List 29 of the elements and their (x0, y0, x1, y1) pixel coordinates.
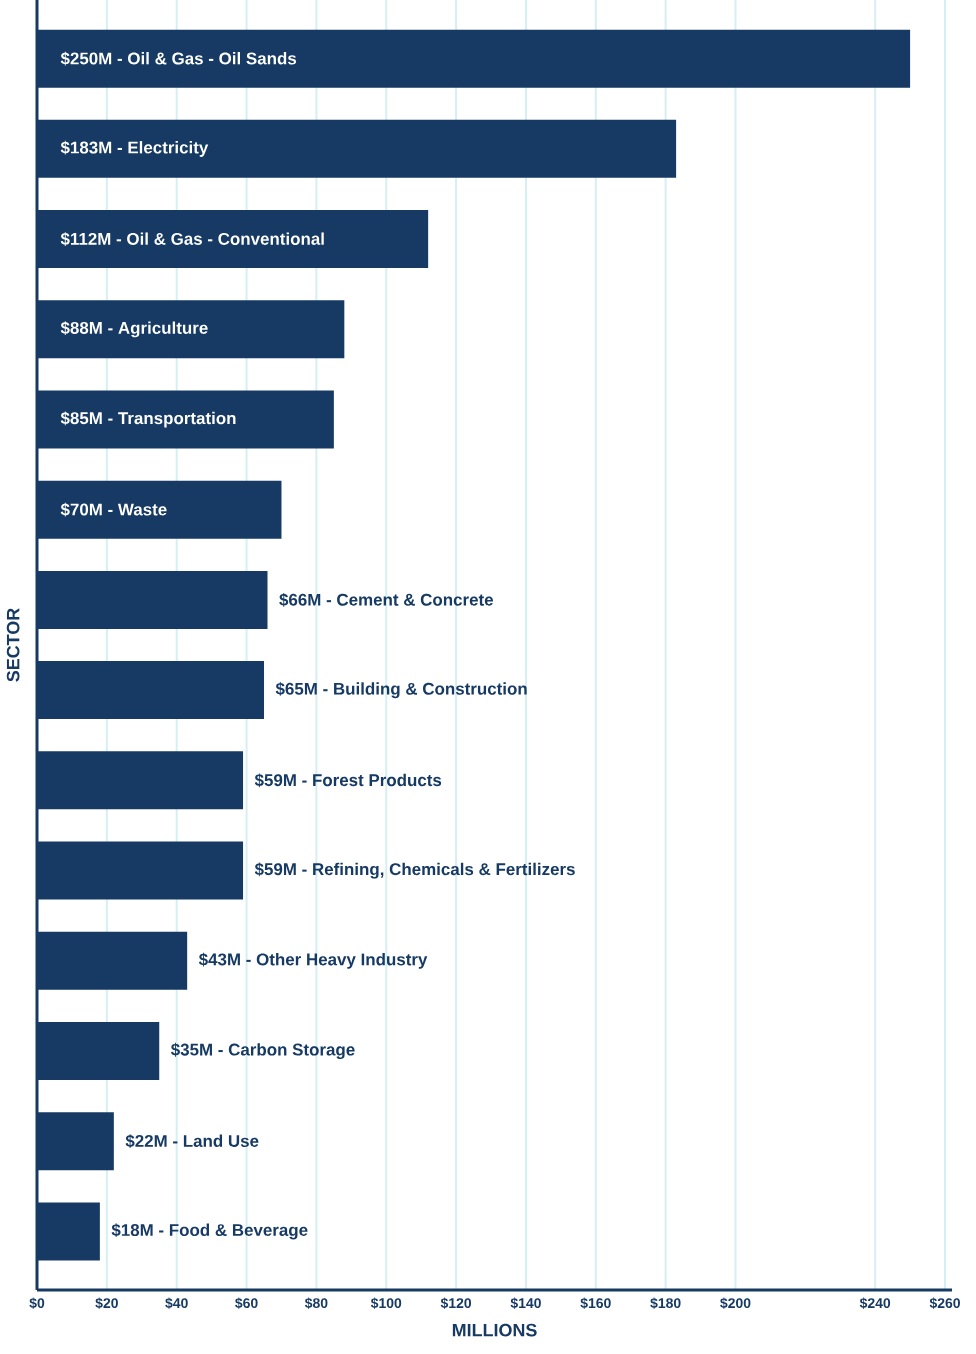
y-tick-label: $183M - Electricity (60, 140, 209, 157)
x-tick-label: $140 (510, 1297, 541, 1309)
x-tick-label: $20 (95, 1297, 118, 1309)
y-tick-label: $70M - Waste (60, 502, 167, 517)
y-tick-label: $43M - Other Heavy Industry (198, 952, 428, 969)
y-tick-label: $65M - Building & Construction (275, 682, 527, 699)
x-tick-label: $100 (370, 1297, 402, 1309)
x-tick-label: $60 (235, 1297, 258, 1309)
y-tick-label: $112M - Oil & Gas - Conventional (60, 232, 324, 246)
y-tick-label: $66M - Cement & Concrete (279, 592, 493, 607)
x-axis-title: MILLIONS (452, 1323, 537, 1337)
x-tick-label: $200 (720, 1297, 751, 1309)
y-tick-label: $35M - Carbon Storage (170, 1042, 355, 1060)
x-tick-label: $40 (165, 1297, 188, 1309)
x-tick-label: $80 (304, 1297, 328, 1309)
x-tick-label: $180 (650, 1297, 681, 1309)
x-tick-label: $160 (580, 1297, 611, 1309)
y-tick-label: $22M - Land Use (125, 1134, 259, 1149)
y-tick-label: $18M - Food & Beverage (111, 1223, 308, 1240)
y-axis-title: SECTOR (6, 608, 20, 682)
x-tick-label: $260 (929, 1297, 960, 1309)
y-tick-label: $250M - Oil & Gas - Oil Sands (60, 51, 297, 66)
y-tick-label: $85M - Transportation (60, 411, 236, 428)
y-tick-label: $59M - Forest Products (254, 773, 442, 788)
y-tick-label: $88M - Agriculture (60, 321, 208, 338)
x-tick-label: $120 (440, 1297, 472, 1309)
x-tick-label: $240 (859, 1297, 891, 1309)
y-tick-label: $59M - Refining, Chemicals & Fertilizers (254, 862, 575, 879)
x-tick-label: $0 (29, 1297, 45, 1309)
